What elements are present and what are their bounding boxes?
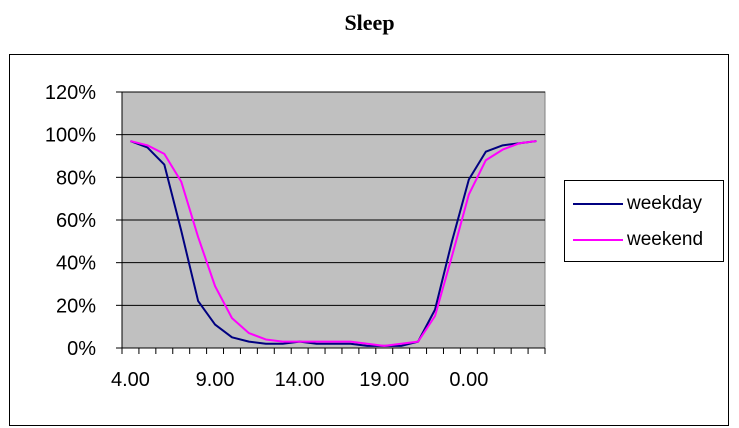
legend-swatch-weekday: [573, 203, 623, 205]
x-tick-label: 19.00: [359, 369, 409, 391]
y-tick-label: 0%: [67, 338, 96, 360]
y-tick-label: 40%: [56, 253, 96, 275]
legend-label-weekday: weekday: [627, 193, 702, 214]
y-tick-label: 120%: [45, 82, 96, 104]
x-tick-label: 4.00: [111, 369, 150, 391]
legend-label-weekend: weekend: [627, 229, 704, 250]
y-tick-label: 60%: [56, 210, 96, 232]
legend-item-weekday: weekday: [573, 189, 702, 219]
y-tick-label: 100%: [45, 125, 96, 147]
y-tick-label: 80%: [56, 167, 96, 189]
x-tick-label: 0.00: [449, 369, 488, 391]
series-line-weekend: [130, 140, 537, 347]
y-tick-label: 20%: [56, 295, 96, 317]
chart-frame: [9, 54, 729, 426]
legend-swatch-weekend: [573, 239, 623, 241]
x-tick-label: 9.00: [196, 369, 235, 391]
legend-item-weekend: weekend: [573, 225, 703, 255]
chart-title: Sleep: [344, 10, 395, 35]
legend: weekday weekend: [564, 180, 724, 262]
series-line-weekday: [130, 140, 537, 347]
x-tick-label: 14.00: [275, 369, 325, 391]
